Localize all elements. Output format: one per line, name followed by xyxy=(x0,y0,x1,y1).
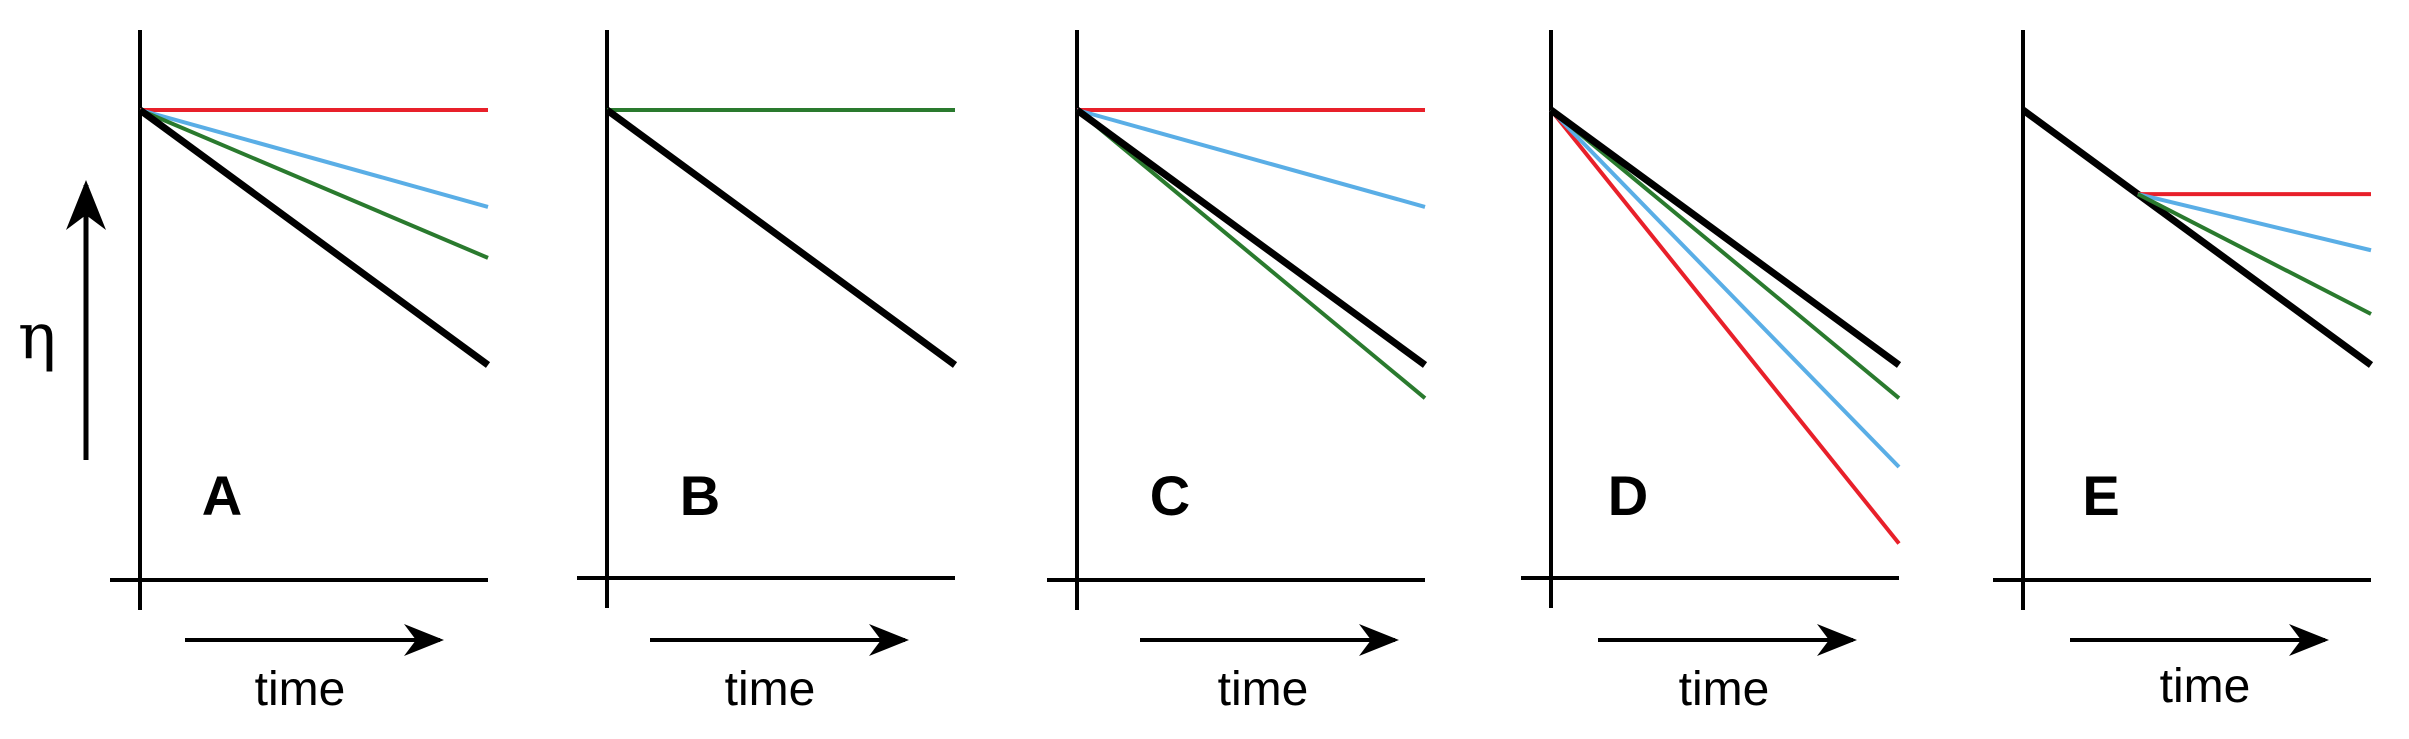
panel-letter: E xyxy=(2082,464,2119,527)
line-blue xyxy=(2137,192,2372,253)
line-green xyxy=(1075,108,1427,400)
panel-letter: C xyxy=(1150,464,1190,527)
panel-letter: B xyxy=(680,464,720,527)
time-label: time xyxy=(255,663,346,716)
line-black xyxy=(137,107,491,368)
panel-letter: A xyxy=(202,464,242,527)
line-black xyxy=(1548,107,1902,368)
time-label: time xyxy=(2160,660,2251,713)
time-label: time xyxy=(1679,663,1770,716)
line-black xyxy=(604,107,958,368)
line-blue xyxy=(1076,108,1426,209)
line-black xyxy=(1074,107,1428,368)
line-green xyxy=(139,108,489,260)
line-green xyxy=(2136,192,2372,316)
line-green xyxy=(1549,108,1901,400)
time-label: time xyxy=(725,663,816,716)
time-label: time xyxy=(1218,663,1309,716)
eta-axis: η xyxy=(18,180,106,460)
eta-label: η xyxy=(18,300,56,374)
line-black xyxy=(2020,107,2374,368)
line-blue xyxy=(139,108,489,209)
panel-letter: D xyxy=(1608,464,1648,527)
line-blue xyxy=(1549,108,1901,469)
line-red xyxy=(1549,108,1901,545)
